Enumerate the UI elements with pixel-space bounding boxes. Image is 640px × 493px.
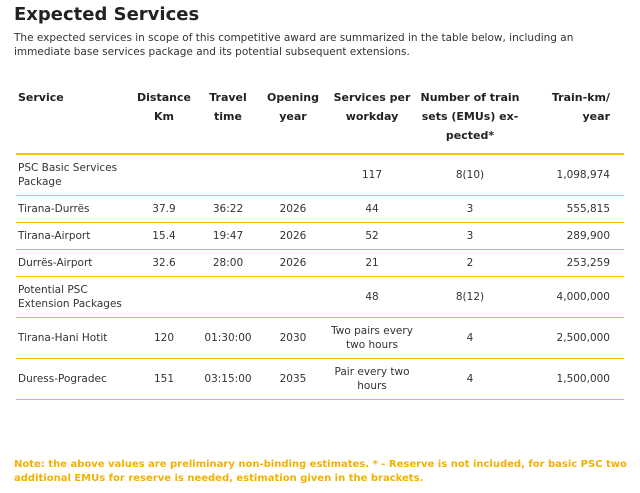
table-cell: Durrës-Airport [16,249,132,277]
table-cell: 151 [132,358,196,400]
table-cell: 3 [418,222,522,250]
header-row: Service Distance Km Travel time Opening yea… [16,88,624,155]
table-row: Tirana-Hani Hotit 120 01:30:00 2030 Two pair… [16,317,624,359]
column-header: Services per workday [326,88,418,155]
table-cell: 52 [326,222,418,250]
table-cell: 3 [418,195,522,223]
services-table: Service Distance Km Travel time Opening yea… [16,88,624,400]
table-row: Tirana-Airport 15.4 19:47 2026 52 3 289,900 [16,222,624,250]
table-cell: 48 [326,276,418,318]
table-cell: 8(12) [418,276,522,318]
table-row: Durrës-Airport 32.6 28:00 2026 21 2 253,259 [16,249,624,277]
column-header: Opening year [260,88,326,155]
table-cell: 32.6 [132,249,196,277]
table-row: Potential PSC Extension Packages 48 8(12) 4… [16,276,624,318]
column-header: Distance Km [132,88,196,155]
table-cell [260,276,326,318]
table-cell: 2030 [260,317,326,359]
table-cell: 4,000,000 [522,276,624,318]
table-row: Tirana-Durrës 37.9 36:22 2026 44 3 555,815 [16,195,624,223]
table-cell: 1,098,974 [522,154,624,196]
table-cell: Tirana-Airport [16,222,132,250]
table-cell: Tirana-Hani Hotit [16,317,132,359]
table-cell: 03:15:00 [196,358,260,400]
table-cell: 21 [326,249,418,277]
table-cell: Duress-Pogradec [16,358,132,400]
table-row: Duress-Pogradec 151 03:15:00 2035 Pair every… [16,358,624,400]
table-cell: 555,815 [522,195,624,223]
table-cell: 8(10) [418,154,522,196]
table-cell: 01:30:00 [196,317,260,359]
column-header: Service [16,88,132,155]
table-cell: Pair every two hours [326,358,418,400]
title: Expected Services [14,4,200,25]
column-header: Number of train sets (EMUs) ex-pected* [418,88,522,155]
table-cell [260,154,326,196]
table-cell: 2026 [260,195,326,223]
table-cell: 4 [418,358,522,400]
table-row: PSC Basic Services Package 117 8(10) 1,098,… [16,154,624,196]
table-cell: 2 [418,249,522,277]
table-body: PSC Basic Services Package 117 8(10) 1,098,… [16,154,624,400]
table-cell: 37.9 [132,195,196,223]
table-cell: 289,900 [522,222,624,250]
table-cell: 19:47 [196,222,260,250]
table-cell: 15.4 [132,222,196,250]
table-cell: 2035 [260,358,326,400]
table-cell: 253,259 [522,249,624,277]
table-cell: 44 [326,195,418,223]
table-cell: 36:22 [196,195,260,223]
column-header: Travel time [196,88,260,155]
table-cell: 4 [418,317,522,359]
table-cell: PSC Basic Services Package [16,154,132,196]
table-cell: 2,500,000 [522,317,624,359]
table-cell: Two pairs every two hours [326,317,418,359]
table-cell: 28:00 [196,249,260,277]
table-cell: 117 [326,154,418,196]
table-cell [196,154,260,196]
table-cell: Tirana-Durrës [16,195,132,223]
table-cell: Potential PSC Extension Packages [16,276,132,318]
table-cell [132,154,196,196]
table-cell: 2026 [260,222,326,250]
table-cell [132,276,196,318]
table-cell: 2026 [260,249,326,277]
table-cell: 1,500,000 [522,358,624,400]
note: Note: the above values are preliminary n… [14,459,627,484]
table-cell: 120 [132,317,196,359]
intro: The expected services in scope of this c… [14,32,574,58]
column-header: Train-km/ year [522,88,624,155]
table-cell [196,276,260,318]
